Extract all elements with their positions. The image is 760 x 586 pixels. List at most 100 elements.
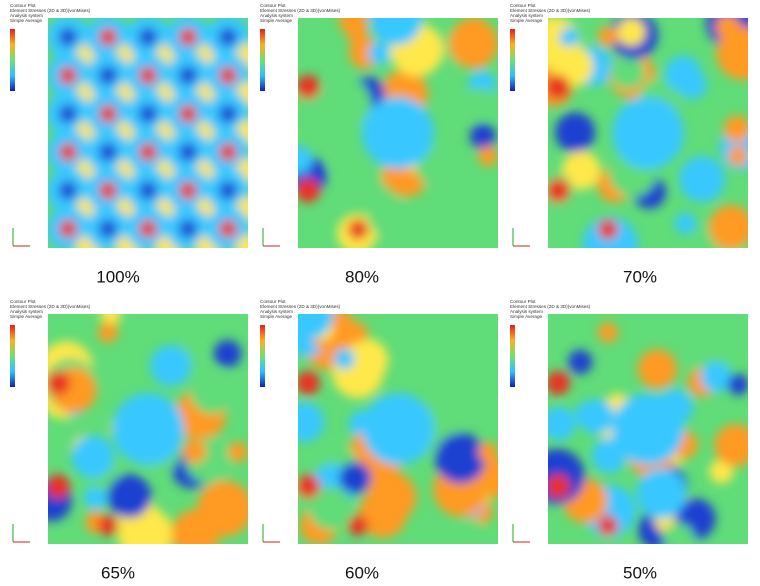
contour-blob: [708, 205, 748, 248]
contour-blob: [329, 150, 355, 177]
contour-blob: [139, 66, 157, 85]
plot-header: Contour Plot: [260, 299, 286, 304]
color-legend: [10, 29, 15, 91]
contour-blob: [728, 146, 748, 166]
contour-blob: [435, 432, 486, 484]
contour-blob: [348, 219, 368, 240]
plot-header: Element Stresses (2D & 3D)(vonMises): [10, 304, 91, 309]
contour-blob: [368, 195, 411, 238]
contour-blob: [190, 369, 235, 415]
contour-blob: [339, 461, 371, 494]
contour-blob: [598, 515, 618, 536]
contour-blob: [716, 26, 748, 80]
contour-blob: [83, 485, 108, 510]
contour-blob: [139, 143, 157, 162]
contour-blob: [99, 28, 117, 47]
contour-blob: [598, 26, 618, 47]
contour-blob: [469, 123, 496, 150]
contour-blob: [478, 146, 498, 166]
contour-blob: [298, 314, 334, 340]
contour-blob: [723, 115, 748, 143]
contour-blob: [182, 439, 207, 464]
plot-header: Element Stresses (2D & 3D)(vonMises): [260, 304, 341, 309]
contour-blob: [362, 97, 434, 169]
contour-blob: [674, 212, 697, 235]
color-legend: [260, 325, 265, 387]
contour-blob: [59, 66, 77, 85]
contour-plot: [548, 314, 748, 544]
contour-blob: [179, 181, 197, 200]
caption: 50%: [623, 563, 657, 582]
contour-blob: [139, 104, 157, 123]
plot-header: Contour Plot: [510, 299, 536, 304]
contour-blob: [598, 322, 618, 343]
plot-header: Simple Average: [510, 314, 543, 319]
contour-blob: [219, 66, 237, 85]
contour-plot: [298, 314, 498, 544]
plot-header: Contour Plot: [10, 3, 36, 8]
contour-blob: [463, 87, 496, 120]
contour-blob: [548, 178, 570, 203]
contour-blob: [71, 435, 114, 478]
contour-blob: [617, 18, 646, 47]
contour-blob: [348, 322, 368, 343]
plot-header: Simple Average: [10, 18, 43, 23]
contour-blob: [664, 55, 702, 93]
contour-blob: [48, 371, 70, 395]
contour-blob: [610, 54, 645, 90]
contour-blob: [179, 143, 197, 162]
contour-blob: [150, 345, 192, 387]
contour-blob: [367, 41, 391, 65]
contour-blob: [179, 104, 197, 123]
contour-blob: [598, 219, 618, 240]
contour-blob: [219, 143, 237, 162]
contour-blob: [59, 219, 77, 238]
contour-blob: [298, 401, 325, 443]
contour-blob: [139, 28, 157, 47]
caption: 80%: [345, 267, 379, 286]
plot-header: Analysis system: [260, 13, 293, 18]
contour-blob: [298, 75, 320, 99]
caption: 70%: [623, 267, 657, 286]
contour-blobs: [548, 322, 748, 544]
contour-blob: [548, 75, 570, 99]
contour-blob: [219, 181, 237, 200]
contour-blob: [578, 398, 615, 435]
contour-blob: [298, 145, 313, 175]
plot-header: Contour Plot: [10, 299, 36, 304]
caption: 65%: [101, 563, 135, 582]
contour-blob: [219, 104, 237, 123]
contour-blob: [362, 393, 434, 465]
color-legend: [260, 29, 265, 91]
contour-plot: [298, 18, 498, 248]
plot-header: Element Stresses (2D & 3D)(vonMises): [10, 8, 91, 13]
contour-blobs: [298, 18, 498, 248]
contour-blob: [179, 28, 197, 47]
contour-blob: [727, 374, 748, 396]
plot-header: Analysis system: [510, 13, 543, 18]
contour-blob: [99, 143, 117, 162]
contour-blob: [59, 104, 77, 123]
plot-header: Analysis system: [10, 309, 43, 314]
contour-blob: [98, 515, 118, 536]
contour-blob: [318, 77, 372, 131]
contour-blob: [456, 519, 487, 544]
contour-blob: [636, 468, 687, 519]
contour-blob: [228, 442, 248, 462]
contour-blob: [548, 371, 570, 395]
contour-plot: [48, 314, 248, 544]
caption: 60%: [345, 563, 379, 582]
contour-blob: [548, 406, 576, 441]
plot-header: Analysis system: [510, 309, 543, 314]
contour-blob: [561, 151, 601, 190]
contour-blob: [298, 371, 320, 395]
contour-blob: [99, 219, 117, 238]
contour-blob: [449, 195, 498, 248]
contour-blob: [112, 393, 184, 465]
contour-blobs: [48, 18, 248, 248]
